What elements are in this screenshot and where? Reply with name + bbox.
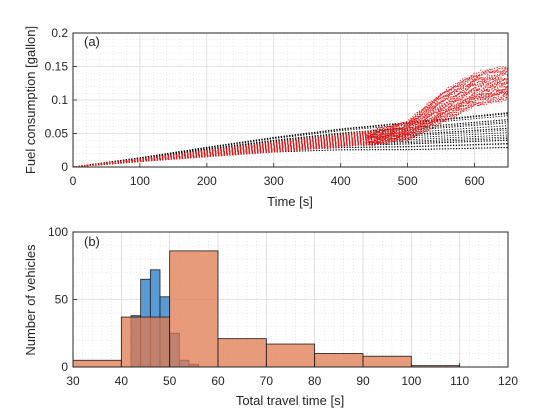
chart-b-bar xyxy=(169,250,219,368)
chart-a-series-line xyxy=(72,97,509,168)
chart-a-y-tick-label: 0.2 xyxy=(51,26,68,40)
chart-a-series-line xyxy=(72,98,509,168)
chart-b-y-axis-label: Number of vehicles xyxy=(23,244,38,356)
chart-a-y-tick-label: 0.1 xyxy=(51,93,68,107)
chart-a-x-tick-label: 200 xyxy=(197,174,217,188)
chart-b-bar xyxy=(217,338,267,368)
chart-b-panel-label: (b) xyxy=(84,234,100,249)
chart-b-x-tick-label: 100 xyxy=(401,374,421,388)
chart-b-bar xyxy=(265,343,316,368)
chart-a-series-line xyxy=(72,119,509,168)
chart-a-y-tick-label: 0.05 xyxy=(45,127,69,141)
chart-a-y-tick-label: 0.15 xyxy=(45,60,69,74)
chart-b-y-tick-label: 50 xyxy=(55,293,69,307)
chart-a-x-tick-label: 500 xyxy=(398,174,418,188)
chart-b-x-tick-label: 60 xyxy=(211,374,225,388)
chart-b-x-tick-label: 120 xyxy=(498,374,518,388)
chart-a-x-tick-label: 300 xyxy=(264,174,284,188)
chart-a-x-tick-label: 400 xyxy=(331,174,351,188)
chart-b-x-tick-label: 70 xyxy=(260,374,274,388)
chart-b-bar xyxy=(72,359,122,368)
chart-b-x-tick-label: 30 xyxy=(66,374,80,388)
chart-b-y-tick-label: 100 xyxy=(48,225,68,239)
chart-b-bars xyxy=(72,250,461,368)
chart-b-x-tick-label: 50 xyxy=(163,374,177,388)
chart-a-x-tick-label: 0 xyxy=(70,174,77,188)
chart-a: 0 100 200 300 400 500 600 0 0.05 0.1 0.15 0.2 (a) T… xyxy=(23,26,509,209)
chart-a-y-tick-label: 0 xyxy=(61,160,68,174)
chart-a-series-line xyxy=(72,66,509,168)
chart-a-ticks: 0 100 200 300 400 500 600 0 0.05 0.1 0.15 0.2 xyxy=(45,26,485,188)
chart-b-x-tick-label: 90 xyxy=(356,374,370,388)
chart-b-ticks: 30 40 50 60 70 80 90 100 110 120 0 50 100 xyxy=(48,225,518,388)
chart-b-x-tick-label: 40 xyxy=(115,374,129,388)
chart-a-x-tick-label: 100 xyxy=(130,174,150,188)
chart-a-x-axis-label: Time [s] xyxy=(267,194,313,209)
chart-b-bar xyxy=(120,316,171,368)
chart-a-panel-label: (a) xyxy=(84,34,100,49)
chart-b-x-axis-label: Total travel time [s] xyxy=(236,393,344,408)
chart-a-series-line xyxy=(72,112,509,168)
chart-b-bar xyxy=(314,353,364,368)
chart-b-bar xyxy=(362,355,412,368)
chart-b-x-tick-label: 80 xyxy=(308,374,322,388)
chart-a-x-tick-label: 600 xyxy=(465,174,485,188)
chart-a-series-line xyxy=(72,94,509,168)
chart-b: 30 40 50 60 70 80 90 100 110 120 0 50 100 (b) Total … xyxy=(23,225,518,408)
chart-a-lines xyxy=(72,66,509,168)
chart-b-y-tick-label: 0 xyxy=(61,360,68,374)
chart-b-x-tick-label: 110 xyxy=(450,374,469,388)
chart-a-y-axis-label: Fuel consumption [gallon] xyxy=(23,26,38,174)
